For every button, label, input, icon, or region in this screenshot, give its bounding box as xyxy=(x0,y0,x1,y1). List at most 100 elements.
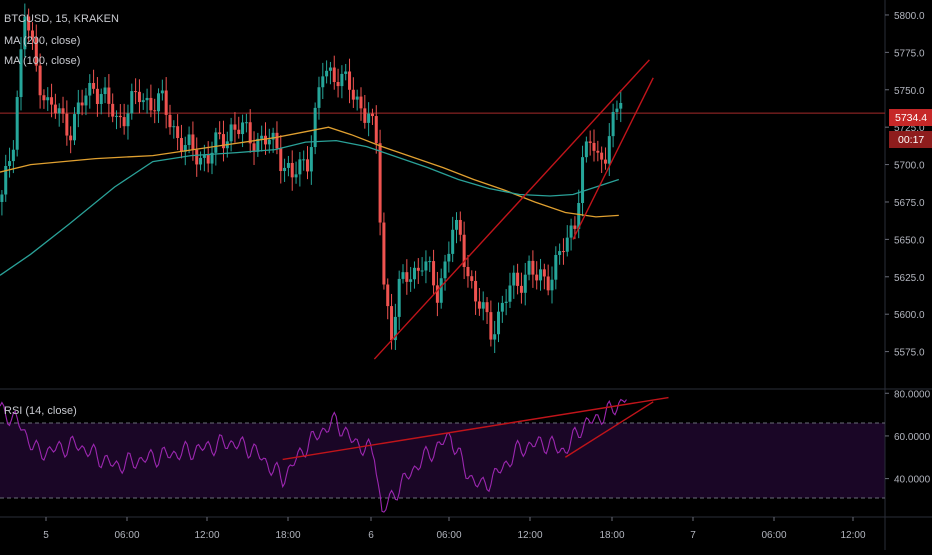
candle-body xyxy=(581,157,585,203)
symbol-title: BTCUSD, 15, KRAKEN xyxy=(4,13,119,25)
candle-body xyxy=(183,145,187,152)
candle-body xyxy=(164,90,168,115)
ma100-legend[interactable]: MA (100, close) xyxy=(4,55,80,67)
candle-body xyxy=(233,124,237,130)
candle-body xyxy=(53,104,57,114)
candle-body xyxy=(34,37,38,66)
candle-body xyxy=(229,124,233,142)
candle-body xyxy=(561,251,565,253)
candle-body xyxy=(241,122,245,135)
candle-body xyxy=(336,82,340,87)
candle-body xyxy=(23,16,27,50)
candle-body xyxy=(107,87,111,104)
candle-body xyxy=(531,260,535,275)
candle-body xyxy=(195,149,199,165)
candle-body xyxy=(619,102,623,109)
candle-body xyxy=(267,139,271,145)
candle-body xyxy=(424,261,428,271)
candle-body xyxy=(451,229,455,254)
candle-body xyxy=(596,150,600,153)
candle-body xyxy=(355,96,359,100)
candle-body xyxy=(588,141,592,143)
candle-body xyxy=(15,97,19,150)
candle-body xyxy=(126,113,130,127)
candle-body xyxy=(290,162,294,178)
candle-body xyxy=(481,302,485,309)
candle-body xyxy=(263,135,267,145)
candle-body xyxy=(474,280,478,302)
candle-body xyxy=(382,222,386,285)
candle-body xyxy=(508,285,512,302)
price-axis-label: 5575.0 xyxy=(894,348,925,359)
candle-body xyxy=(153,110,157,112)
ma100-line xyxy=(0,139,620,276)
candle-body xyxy=(214,132,218,153)
candle-body xyxy=(218,132,222,135)
candle-body xyxy=(30,30,34,38)
candle-body xyxy=(50,97,54,105)
rsi-legend[interactable]: RSI (14, close) xyxy=(4,405,77,417)
candle-body xyxy=(535,274,539,281)
candle-body xyxy=(130,91,134,114)
candle-body xyxy=(359,96,363,109)
candle-body xyxy=(439,278,443,303)
candle-body xyxy=(157,93,161,112)
candle-body xyxy=(370,113,374,117)
price-axis-label: 5600.0 xyxy=(894,310,925,321)
candle-body xyxy=(149,97,153,111)
candle-body xyxy=(584,141,588,158)
rsi-axis-label: 80.0000 xyxy=(894,389,931,400)
candle-body xyxy=(84,95,88,106)
candle-body xyxy=(374,116,378,144)
candle-body xyxy=(386,284,390,307)
candle-body xyxy=(115,115,119,117)
candle-body xyxy=(19,49,23,98)
candle-body xyxy=(489,312,493,340)
candle-body xyxy=(539,269,543,281)
candle-body xyxy=(309,147,313,172)
candle-body xyxy=(76,102,80,115)
candle-body xyxy=(321,76,325,88)
candle-body xyxy=(393,316,397,341)
candle-body xyxy=(286,162,290,168)
candle-body xyxy=(611,111,615,137)
candle-body xyxy=(554,254,558,280)
ma200-legend[interactable]: MA (200, close) xyxy=(4,35,80,47)
candle-body xyxy=(516,272,520,286)
candle-body xyxy=(519,285,523,293)
candle-body xyxy=(401,272,405,279)
candle-body xyxy=(38,65,42,96)
candle-body xyxy=(279,148,283,172)
candle-body xyxy=(523,274,527,293)
candle-body xyxy=(244,122,248,124)
countdown-tag xyxy=(889,131,932,148)
candle-body xyxy=(348,71,352,90)
candle-body xyxy=(4,165,8,195)
candle-body xyxy=(405,272,409,282)
candle-body xyxy=(256,138,260,152)
candle-body xyxy=(103,87,107,95)
price-axis-label: 5800.0 xyxy=(894,11,925,22)
candle-body xyxy=(412,267,416,280)
candle-body xyxy=(351,89,355,100)
candle-body xyxy=(275,132,279,149)
candle-body xyxy=(95,88,99,104)
candle-body xyxy=(432,261,436,286)
candle-body xyxy=(199,157,203,165)
candle-body xyxy=(80,102,84,106)
candle-body xyxy=(565,237,569,252)
price-axis-label: 5725.0 xyxy=(894,123,925,134)
time-axis-label: 12:00 xyxy=(840,530,865,541)
candle-body xyxy=(512,272,516,286)
candle-body xyxy=(69,135,73,141)
candle-body xyxy=(0,194,4,202)
candle-body xyxy=(409,279,413,282)
candle-body xyxy=(466,266,470,277)
candle-body xyxy=(603,159,607,164)
rsi-band-fill xyxy=(0,423,885,498)
rsi-series-layer xyxy=(0,396,669,513)
candle-body xyxy=(397,278,401,317)
candle-body xyxy=(298,159,302,175)
